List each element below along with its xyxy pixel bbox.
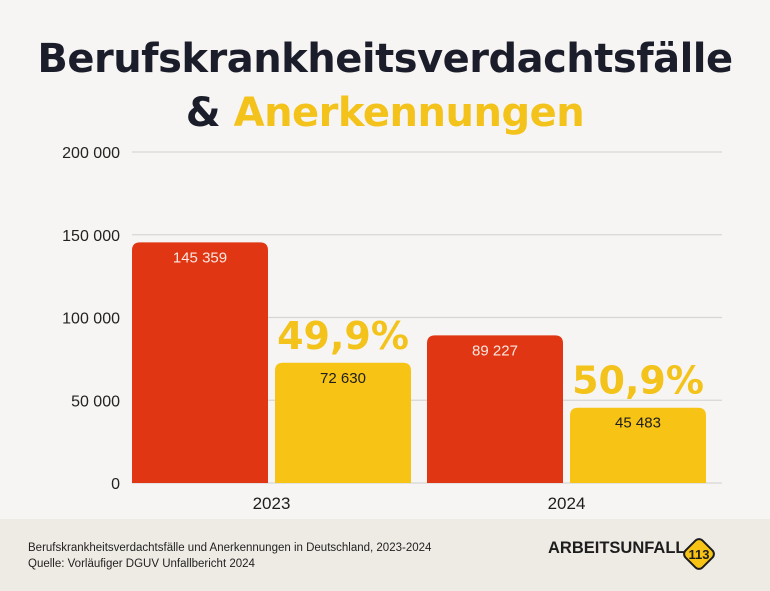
percentage-annotation: 50,9% (572, 359, 704, 403)
brand-name: ARBEITSUNFALL (548, 539, 686, 557)
bar-verdachtsfaelle-2023 (132, 242, 268, 483)
y-tick-label: 50 000 (71, 393, 120, 410)
bar-anerkennungen-2024 (570, 407, 706, 483)
x-tick-label: 2024 (548, 494, 586, 513)
ampersand: & (185, 90, 221, 136)
chart-title-accent: Anerkennungen (233, 90, 585, 136)
bar-anerkennungen-2023 (275, 362, 411, 483)
percentage-annotation: 49,9% (277, 314, 409, 358)
bar-value-label: 89 227 (472, 342, 518, 359)
badge-number: 113 (689, 547, 710, 562)
bar-verdachtsfaelle-2024 (427, 335, 563, 483)
chart-title-line-1: Berufskrankheitsverdachtsfälle (37, 36, 733, 82)
bar-chart: 0 50 000 100 000 150 000 200 000 145 359 72 6… (62, 145, 722, 513)
footer-caption: Berufskrankheitsverdachtsfälle und Anerk… (28, 542, 432, 554)
y-axis-ticks: 0 50 000 100 000 150 000 200 000 (62, 145, 120, 493)
y-tick-label: 150 000 (62, 228, 120, 245)
y-tick-label: 100 000 (62, 311, 120, 328)
footer-source: Quelle: Vorläufiger DGUV Unfallbericht 2… (28, 558, 255, 570)
x-axis-ticks: 2023 2024 (253, 494, 586, 513)
bar-value-label: 145 359 (173, 249, 227, 266)
diamond-road-sign-icon: 113 (683, 538, 715, 570)
bar-value-label: 72 630 (320, 370, 366, 387)
footer: Berufskrankheitsverdachtsfälle und Anerk… (0, 519, 770, 591)
bar-value-label: 45 483 (615, 415, 661, 432)
y-tick-label: 200 000 (62, 145, 120, 162)
chart-title-line-2: & Anerkennungen (0, 90, 770, 136)
x-tick-label: 2023 (253, 494, 291, 513)
y-tick-label: 0 (111, 476, 120, 493)
bars: 145 359 72 630 49,9% 89 227 45 483 50,9% (132, 242, 706, 483)
